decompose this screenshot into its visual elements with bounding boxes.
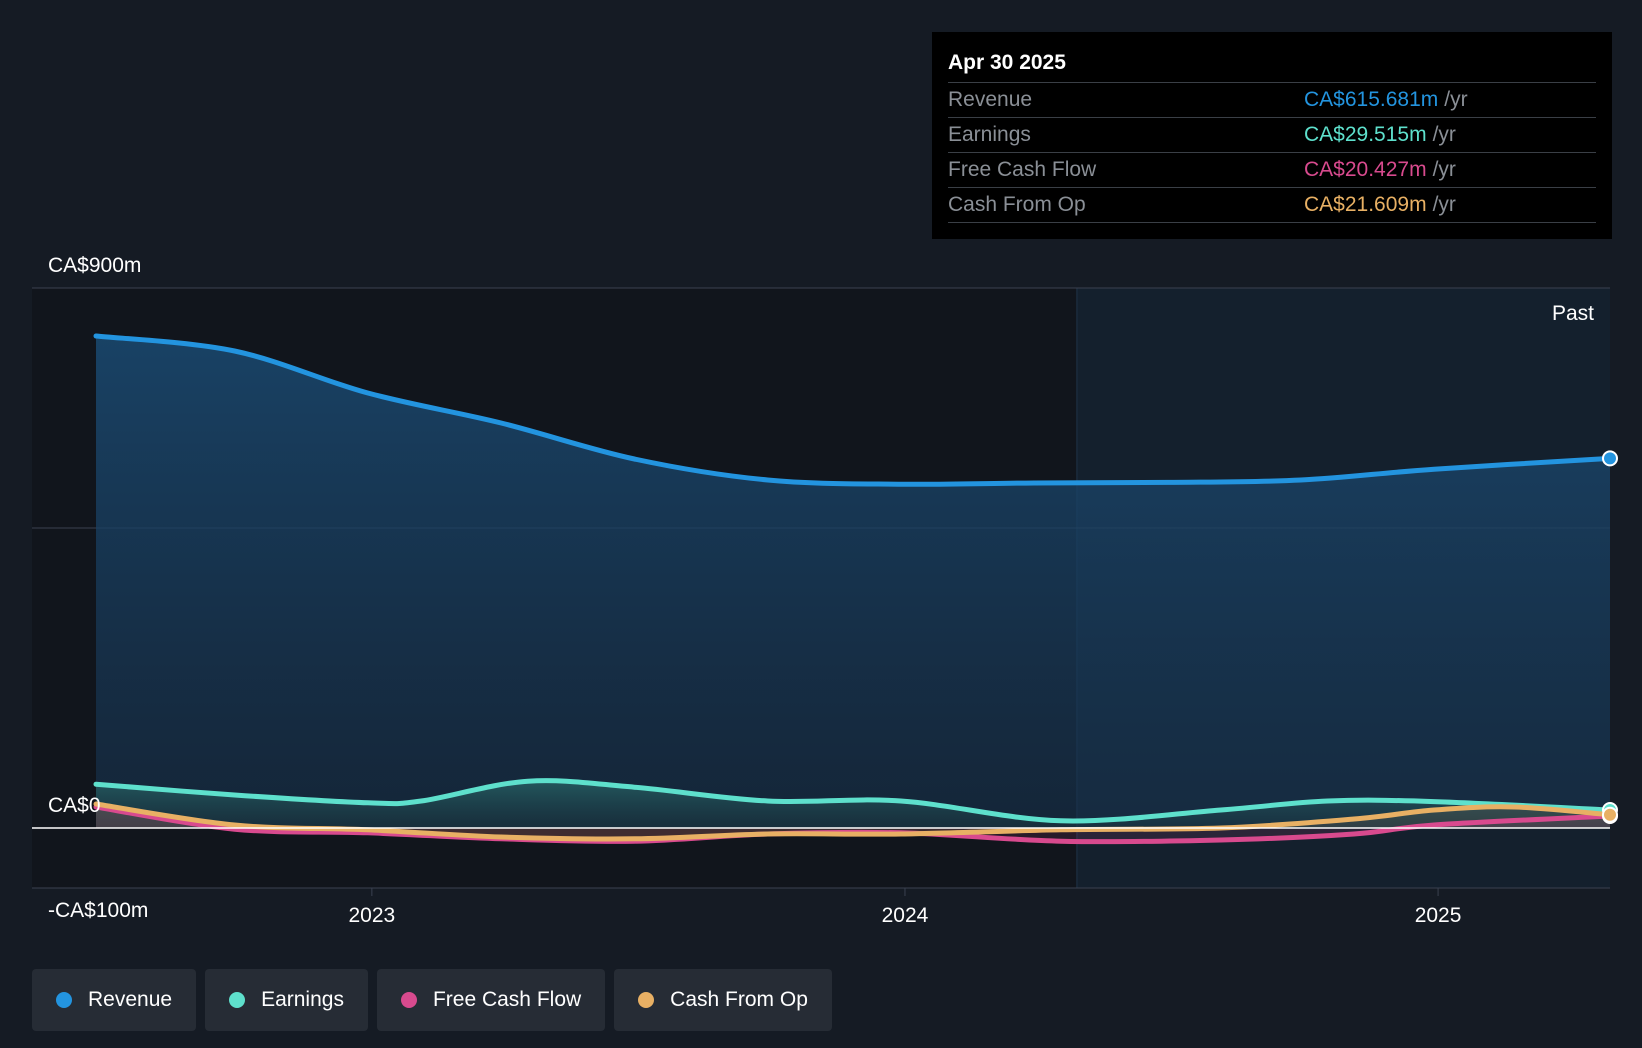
cash-from-op-area: [96, 804, 1610, 839]
past-label: Past: [1552, 302, 1594, 325]
tooltip-value: CA$615.681m/yr: [1304, 88, 1468, 111]
y-axis-label: CA$900m: [48, 254, 141, 277]
tooltip-panel: Apr 30 2025 Revenue CA$615.681m/yr Earni…: [932, 32, 1612, 239]
legend-label: Revenue: [88, 988, 173, 1011]
revenue-dot-icon: [56, 992, 72, 1008]
tooltip-label: Earnings: [948, 123, 1031, 146]
tooltip-row-cash-from-op: Cash From Op CA$21.609m/yr: [948, 187, 1596, 223]
tooltip-value: CA$20.427m/yr: [1304, 158, 1456, 181]
cash-from-op-line: [93, 801, 1613, 842]
earnings-dot-icon: [229, 992, 246, 1008]
x-axis-label: 2025: [1415, 904, 1462, 927]
tooltip-label: Free Cash Flow: [948, 158, 1097, 181]
y-axis-label: CA$0: [48, 794, 101, 817]
tooltip-row-earnings: Earnings CA$29.515m/yr: [948, 117, 1596, 152]
y-axis-label: -CA$100m: [48, 899, 148, 922]
financial-chart: CA$900m CA$0 -CA$100m 2023 2024 2025 Past: [32, 254, 1618, 927]
cash-from-op-dot-icon: [638, 992, 655, 1008]
legend-label: Free Cash Flow: [432, 988, 582, 1011]
x-axis-label: 2023: [348, 904, 395, 927]
tooltip-label: Revenue: [948, 88, 1033, 111]
tooltip-row-revenue: Revenue CA$615.681m/yr: [948, 82, 1596, 117]
tooltip-row-free-cash-flow: Free Cash Flow CA$20.427m/yr: [948, 152, 1596, 187]
free-cash-flow-dot-icon: [400, 992, 417, 1008]
tooltip-date: Apr 30 2025: [948, 51, 1066, 74]
revenue-area: [96, 336, 1610, 828]
legend: Revenue Earnings Free Cash Flow Cash Fro…: [32, 969, 832, 1031]
legend-item-free-cash-flow[interactable]: Free Cash Flow: [376, 969, 606, 1031]
tooltip-value: CA$21.609m/yr: [1304, 193, 1456, 216]
tooltip-label: Cash From Op: [948, 193, 1086, 216]
legend-label: Earnings: [261, 988, 344, 1011]
revenue-line: [93, 333, 1613, 487]
legend-label: Cash From Op: [670, 988, 808, 1011]
legend-item-revenue[interactable]: Revenue: [32, 969, 197, 1031]
legend-item-cash-from-op[interactable]: Cash From Op: [614, 969, 832, 1031]
legend-item-earnings[interactable]: Earnings: [205, 969, 368, 1031]
earnings-line: [93, 778, 1613, 824]
tooltip-value: CA$29.515m/yr: [1304, 123, 1456, 146]
cash-from-op-end-marker: [1602, 806, 1618, 823]
revenue-end-marker: [1602, 450, 1618, 467]
free-cash-flow-area: [96, 807, 1610, 842]
x-axis-label: 2024: [882, 904, 929, 927]
